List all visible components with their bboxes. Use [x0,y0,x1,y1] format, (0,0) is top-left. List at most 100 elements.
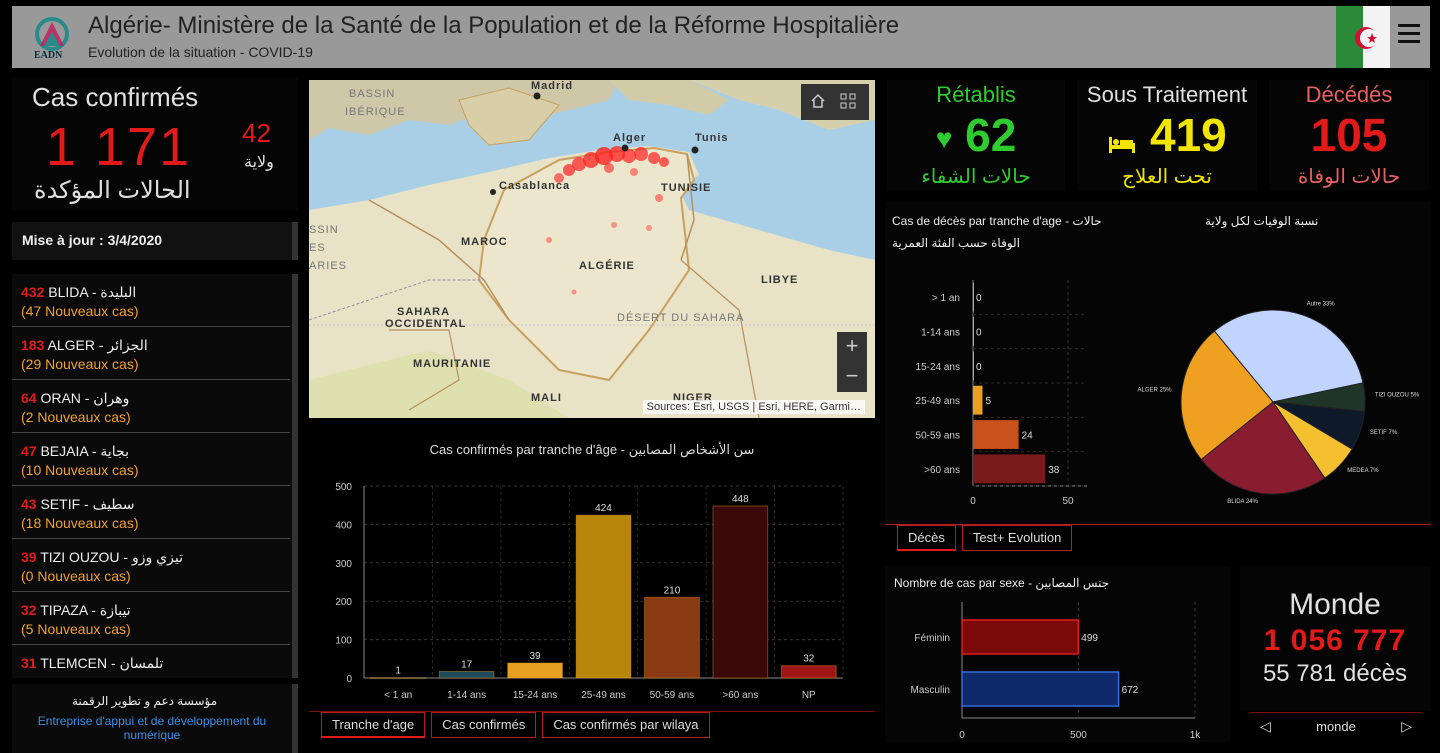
pie-slice [1200,401,1326,495]
map-label-mali: MALI [531,392,562,404]
data-label: 0 [976,293,982,304]
bar [973,282,974,312]
map-canvas [309,80,875,418]
zoom-in-button[interactable]: + [845,333,859,358]
deaths-pie-chart: Autre 33% TIZI OUZOU 5% SETIF 7% MEDEA 7% BL… [1137,302,1419,505]
update-label: Mise à jour : 3/4/2020 [22,232,163,248]
bar [961,619,1080,655]
bar [370,677,427,680]
x-tick-label: 50-59 ans [650,690,694,701]
map-label-tunis: Tunis [695,132,729,144]
update-panel: Mise à jour : 3/4/2020 [12,222,298,260]
menu-button[interactable] [1398,24,1420,44]
data-label: 17 [461,659,473,670]
tab-test-evolution[interactable]: Test+ Evolution [961,525,1073,551]
pie-chart-title: نسبة الوفيات لكل ولاية [1205,214,1319,228]
tab-deces[interactable]: Décès [897,525,956,551]
pie-slice [1213,309,1364,403]
list-item[interactable]: 64 ORAN - وهران (2 Nouveaux cas) [12,380,290,433]
deaths-value: 105 [1310,109,1388,161]
bar [973,351,974,381]
bar [575,514,632,679]
y-tick-label: 300 [335,559,352,570]
bar [961,671,1120,707]
map-label-edge: ARIES [309,260,348,272]
wilaya-name: BLIDA - [48,284,97,300]
recovered-label-ar: حالات الشفاء [921,166,1031,188]
age-chart-panel: Cas confirmés par tranche d'âge - سن الأ… [309,430,875,708]
map-label-algerie: ALGÉRIE [579,260,635,272]
data-label: 5 [986,396,992,407]
world-pager-label: monde [1316,719,1356,734]
eadn-logo [35,17,69,51]
wilaya-count: 183 [21,337,45,353]
treatment-value: 419 [1150,109,1227,161]
wilaya-count: 432 [21,284,45,300]
wilaya-new-cases: (0 Nouveaux cas) [21,568,131,584]
wilaya-count: 47 [21,443,37,459]
data-label: 210 [664,585,681,596]
footer-fr-link[interactable]: Entreprise d'appui et de développement d… [37,714,267,742]
footer-credits: مؤسسة دعم و تطوير الرقمنة Entreprise d'a… [12,684,298,753]
wilaya-name: BEJAIA - [40,443,97,459]
map-label-mauritanie: MAURITANIE [413,358,492,370]
list-item[interactable]: 43 SETIF - سطيف (18 Nouveaux cas) [12,486,290,539]
deaths-kpi: Décédés 105 حالات الوفاة [1269,80,1429,190]
tab-tranche-age[interactable]: Tranche d'age [321,712,426,738]
tab-cas-confirmes[interactable]: Cas confirmés [431,712,537,738]
sex-chart-panel: Nombre de cas par sexe - جنس المصابين 0 5… [885,566,1230,742]
treatment-kpi: Sous Traitement 419 تحت العلاج [1077,80,1257,190]
map-label-edge: ES [309,242,326,254]
confirmed-title: Cas confirmés [32,82,199,112]
prev-arrow-icon[interactable]: ◁ [1260,718,1271,734]
data-label: 424 [595,503,612,514]
map-label-sahara: SAHARA [397,306,451,318]
basemap-gallery-icon[interactable] [839,92,859,112]
wilaya-name-ar: تيبازة [99,602,131,618]
y-tick-label: 200 [335,597,352,608]
wilaya-new-cases: (47 Nouveaux cas) [21,303,139,319]
deaths-label-ar: حالات الوفاة [1297,166,1401,188]
y-tick-label: 0 [346,674,352,685]
data-label: 0 [976,328,982,339]
list-item[interactable]: 47 BEJAIA - بجاية (10 Nouveaux cas) [12,433,290,486]
map-label-edge: SSIN [309,224,339,236]
wilaya-list[interactable]: 432 BLIDA - البليدة (47 Nouveaux cas) 18… [12,274,298,678]
page-subtitle: Evolution de la situation - COVID-19 [88,44,313,60]
bar [973,420,1019,449]
y-tick-label: Masculin [911,685,950,696]
wilaya-name-ar: بجاية [100,443,129,459]
y-tick-label: > 1 an [932,293,960,304]
list-item[interactable]: 432 BLIDA - البليدة (47 Nouveaux cas) [12,274,290,327]
wilaya-name-ar: تيزي وزو [132,549,183,565]
x-tick-label: 1-14 ans [447,690,486,701]
list-item[interactable]: 32 TIPAZA - تيبازة (5 Nouveaux cas) [12,592,290,645]
hospital-bed-icon [1107,112,1137,166]
pie-label: Autre 33% [1307,302,1336,308]
wilaya-new-cases: (10 Nouveaux cas) [21,462,139,478]
next-arrow-icon[interactable]: ▷ [1401,718,1412,734]
tab-cas-par-wilaya[interactable]: Cas confirmés par wilaya [542,712,710,738]
zoom-out-button[interactable]: − [845,363,859,388]
map-view[interactable]: Madrid BASSIN IBÉRIQUE Alger Tunis Casab… [309,80,875,418]
list-item[interactable]: 31 TLEMCEN - تلمسان [12,645,290,678]
list-item[interactable]: 183 ALGER - الجزائر (29 Nouveaux cas) [12,327,290,380]
wilaya-name-ar: سطيف [92,496,135,512]
wilaya-name: TLEMCEN - [40,655,116,671]
confirmed-label-ar: الحالات المؤكدة [34,177,191,204]
data-label: 448 [732,494,749,505]
home-icon[interactable] [809,92,829,112]
bar [780,665,837,679]
x-tick-label: >60 ans [722,690,758,701]
world-pager: ◁ monde ▷ [1250,712,1422,740]
wilaya-name: ALGER - [47,337,104,353]
heart-pulse-icon: ♥ [935,122,953,154]
list-item[interactable]: 39 TIZI OUZOU - تيزي وزو (0 Nouveaux cas… [12,539,290,592]
world-title: Monde [1289,588,1381,621]
wilayas-value: 42 [242,118,271,148]
wilaya-new-cases: (18 Nouveaux cas) [21,515,139,531]
map-label-tunisie: TUNISIE [661,182,712,194]
page-title: Algérie- Ministère de la Santé de la Pop… [88,12,900,39]
pie-label: BLIDA 24% [1227,499,1258,505]
data-label: 24 [1022,431,1034,442]
